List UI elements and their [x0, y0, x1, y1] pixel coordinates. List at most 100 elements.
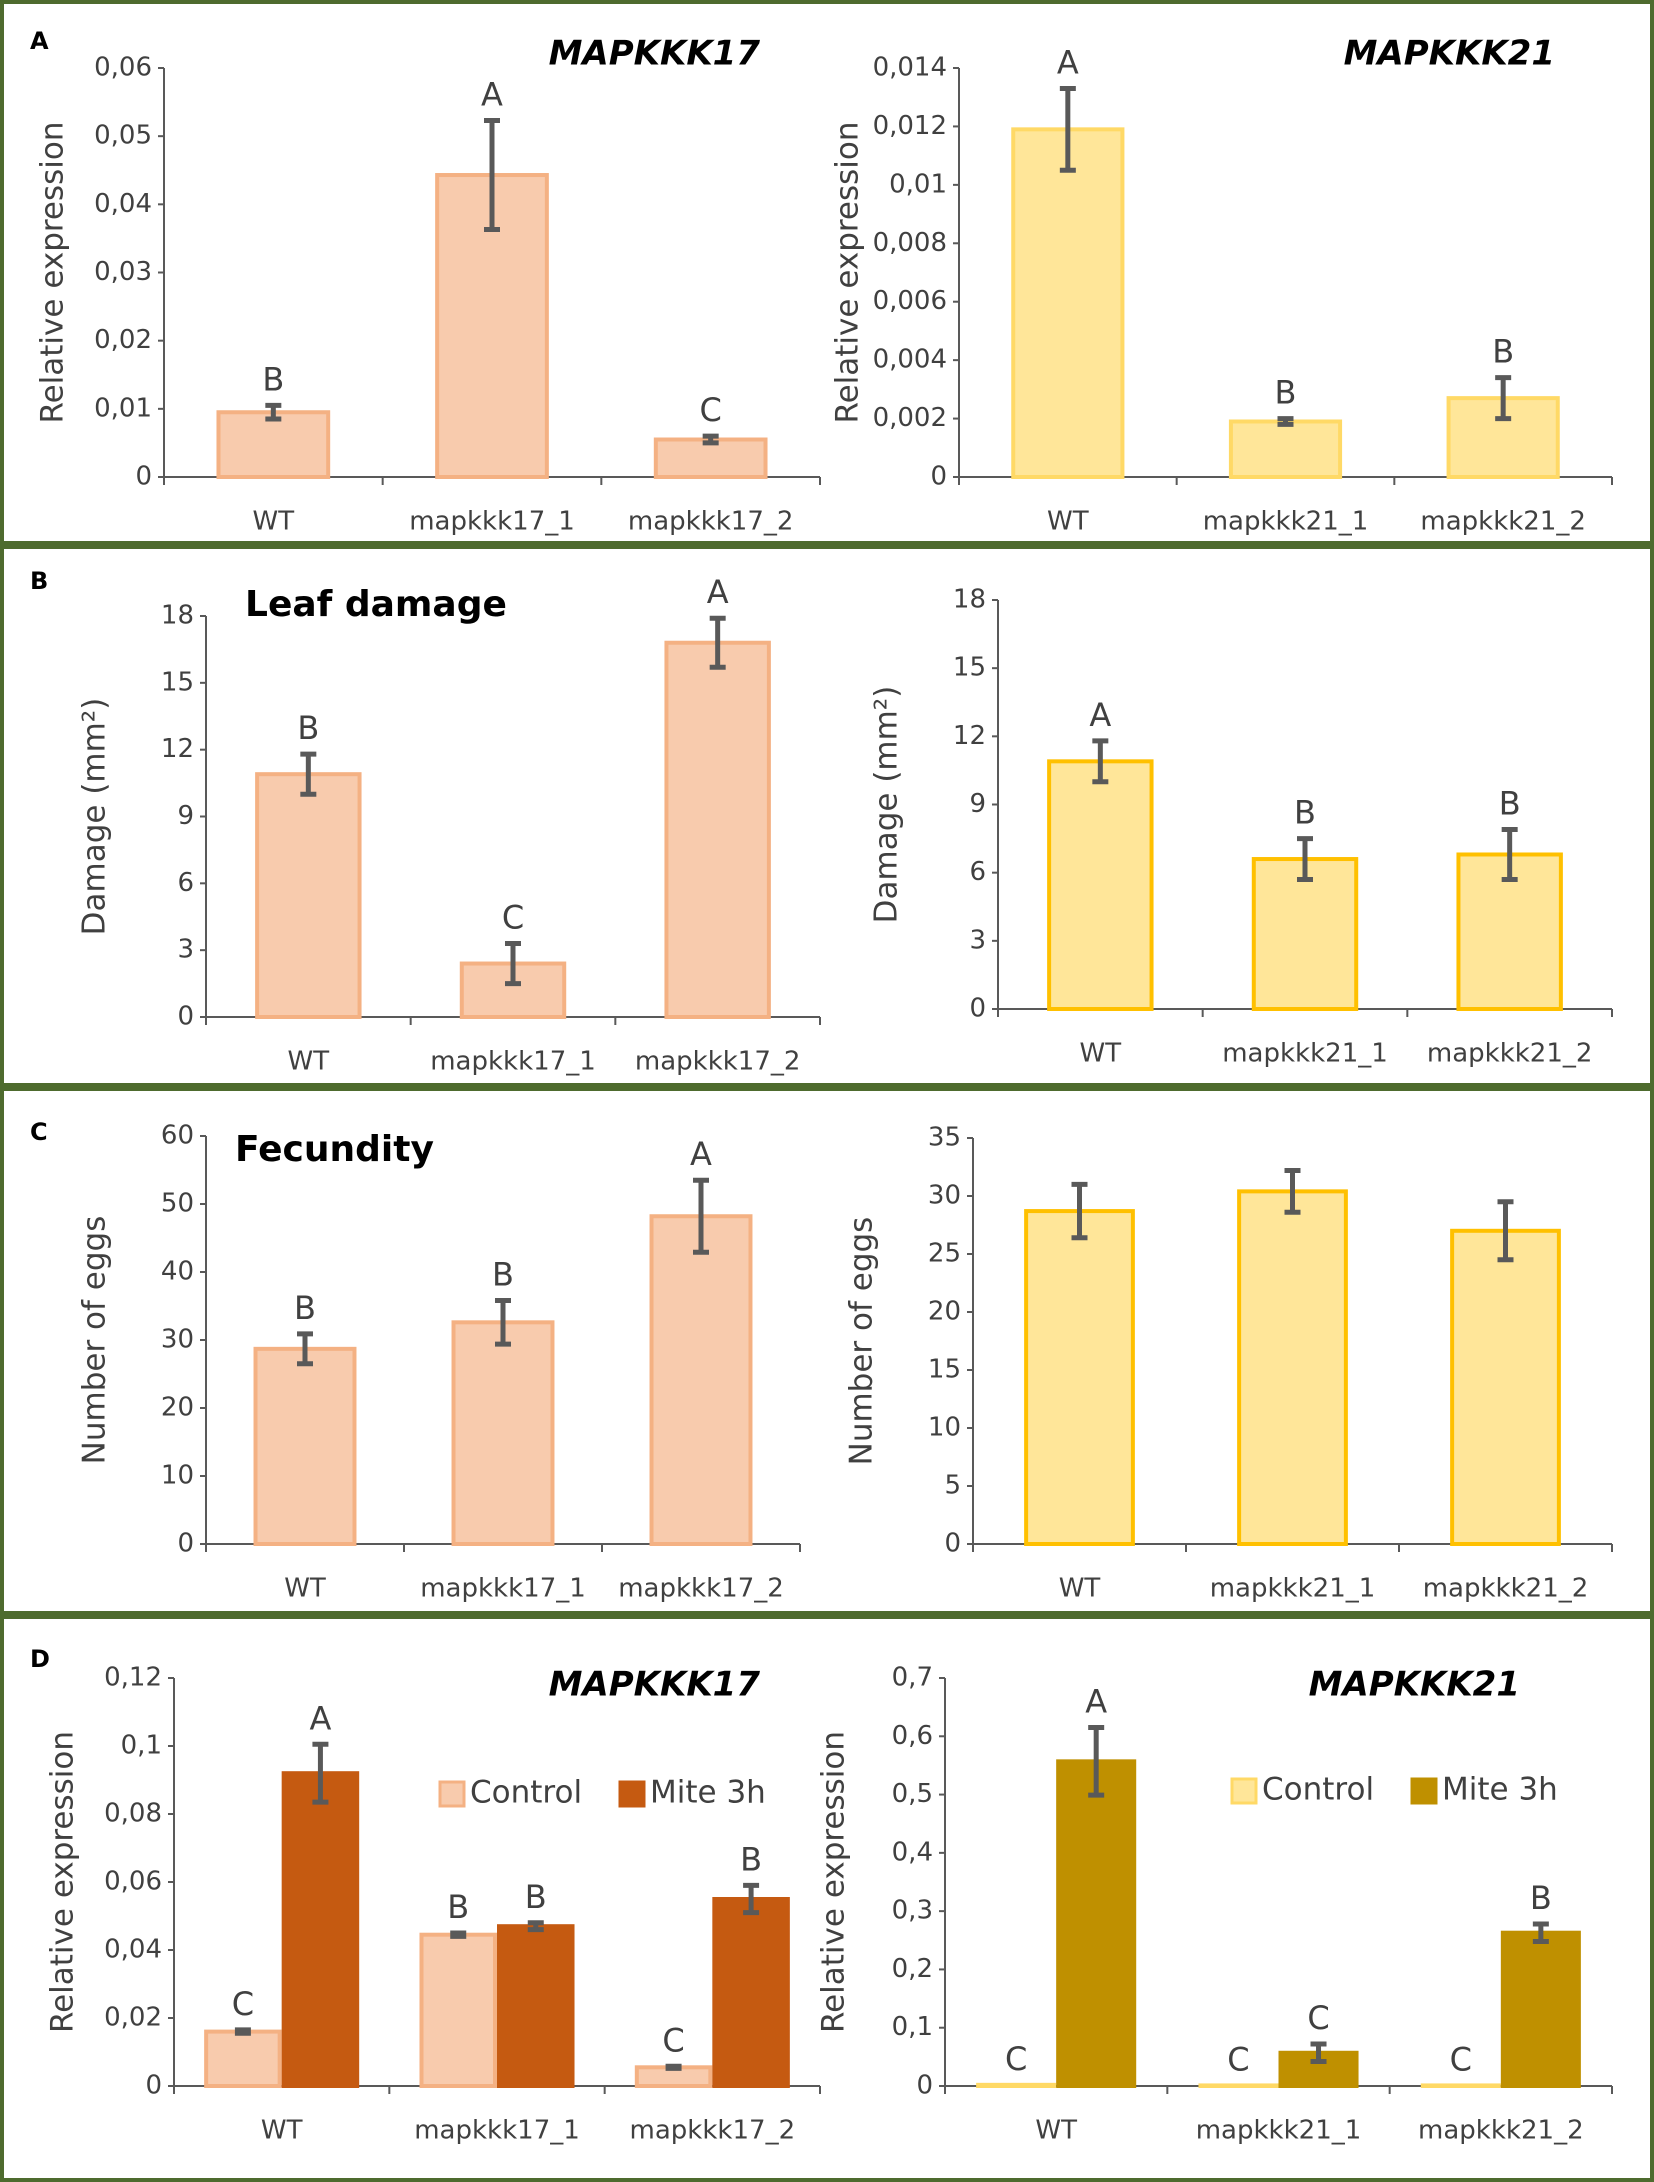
y-tick-label: 0,004: [873, 345, 947, 375]
error-bar: [1092, 738, 1109, 785]
y-tick-label: 40: [161, 1257, 194, 1287]
bar: [497, 1924, 575, 2088]
x-tick-label: WT: [288, 1047, 330, 1077]
bar: [1198, 2083, 1279, 2089]
x-tick-label: WT: [253, 507, 295, 537]
chart-title: MAPKKK21: [1344, 34, 1555, 74]
y-axis-label: Number of eggs: [844, 1217, 880, 1466]
y-tick-label: 0,014: [873, 53, 947, 83]
significance-letter: B: [1499, 784, 1521, 822]
error-bar: [297, 1331, 313, 1367]
y-tick-label: 9: [969, 789, 986, 819]
error-bar: [1495, 375, 1512, 422]
panel-label: C: [30, 1118, 48, 1146]
y-tick-label: 0,012: [873, 111, 947, 141]
x-tick-label: mapkkk17_2: [635, 1047, 801, 1077]
x-tick-label: WT: [1035, 2116, 1077, 2146]
y-tick-label: 12: [953, 721, 986, 751]
y-tick-label: 0,1: [892, 2012, 933, 2042]
y-tick-label: 0,6: [892, 1721, 933, 1751]
bar: [1228, 419, 1343, 479]
y-axis-label: Relative expression: [45, 1731, 81, 2033]
y-axis-label: Damage (mm²): [869, 686, 905, 924]
bar: [1420, 2083, 1501, 2089]
error-bar: [234, 2027, 251, 2036]
error-bar: [1532, 1921, 1549, 1944]
legend-label: Control: [470, 1775, 582, 1811]
legend-swatch: [618, 1780, 646, 1808]
error-bar: [743, 1882, 760, 1916]
panel-frame: [0, 545, 1654, 1087]
error-bar: [1310, 2041, 1327, 2065]
y-tick-label: 0: [177, 1529, 194, 1559]
bar: [253, 1346, 357, 1546]
legend-swatch: [438, 1780, 466, 1808]
x-tick-label: mapkkk21_1: [1222, 1039, 1388, 1069]
error-bar: [1071, 1181, 1088, 1241]
significance-letter: C: [1450, 2040, 1472, 2078]
y-tick-label: 6: [177, 868, 194, 898]
x-tick-label: mapkkk21_1: [1196, 2116, 1362, 2146]
y-tick-label: 0,06: [94, 53, 152, 83]
error-bar: [527, 1920, 544, 1933]
significance-letter: B: [525, 1878, 547, 1916]
error-bar: [1497, 1199, 1514, 1263]
y-tick-label: 0,002: [873, 403, 947, 433]
y-tick-label: 3: [969, 925, 986, 955]
bar: [451, 1320, 555, 1546]
y-tick-label: 60: [161, 1121, 194, 1151]
y-tick-label: 10: [161, 1461, 194, 1491]
significance-letter: A: [707, 573, 729, 611]
error-bar: [693, 1177, 709, 1255]
significance-letter: B: [1294, 794, 1316, 832]
y-tick-label: 0: [135, 462, 152, 492]
y-tick-label: 5: [944, 1471, 961, 1501]
error-bar: [505, 940, 521, 987]
significance-letter: C: [1307, 1999, 1329, 2037]
bar: [649, 1214, 753, 1546]
x-tick-label: mapkkk21_1: [1210, 1574, 1376, 1604]
y-axis-label: Relative expression: [830, 121, 866, 423]
significance-letter: A: [1089, 696, 1111, 734]
y-tick-label: 10: [928, 1413, 961, 1443]
legend-label: Mite 3h: [650, 1775, 766, 1811]
y-tick-label: 18: [953, 585, 986, 615]
y-tick-label: 0: [969, 994, 986, 1024]
panel-frame: [0, 0, 1654, 545]
legend-swatch: [1410, 1777, 1438, 1805]
bar: [281, 1771, 360, 2088]
y-tick-label: 20: [928, 1297, 961, 1327]
y-tick-label: 0,01: [94, 393, 152, 423]
significance-letter: B: [294, 1289, 316, 1327]
y-tick-label: 0,3: [892, 1896, 933, 1926]
y-tick-label: 0,1: [121, 1731, 162, 1761]
legend-swatch: [1230, 1777, 1258, 1805]
error-bar: [665, 2063, 682, 2071]
y-tick-label: 3: [177, 935, 194, 965]
error-bar: [702, 433, 719, 446]
x-tick-label: mapkkk17_2: [618, 1574, 784, 1604]
chart-title: MAPKKK17: [549, 1665, 761, 1705]
x-tick-label: mapkkk17_1: [414, 2116, 580, 2146]
bar: [1011, 127, 1125, 479]
y-tick-label: 0: [930, 462, 947, 492]
y-tick-label: 6: [969, 857, 986, 887]
y-tick-label: 30: [161, 1325, 194, 1355]
y-tick-label: 0,04: [104, 1935, 162, 1965]
significance-letter: C: [699, 391, 721, 429]
error-bar: [450, 1930, 467, 1939]
bar: [1450, 1228, 1561, 1547]
significance-letter: B: [1492, 333, 1514, 371]
chart-title: Leaf damage: [245, 584, 507, 625]
legend-label: Mite 3h: [1442, 1772, 1558, 1808]
significance-letter: B: [262, 360, 284, 398]
significance-letter: C: [662, 2021, 684, 2059]
y-tick-label: 0,06: [104, 1867, 162, 1897]
significance-letter: B: [740, 1840, 762, 1878]
y-tick-label: 9: [177, 801, 194, 831]
bar: [204, 2029, 282, 2088]
y-tick-label: 0,008: [873, 228, 947, 258]
y-tick-label: 15: [953, 653, 986, 683]
x-tick-label: WT: [284, 1574, 326, 1604]
